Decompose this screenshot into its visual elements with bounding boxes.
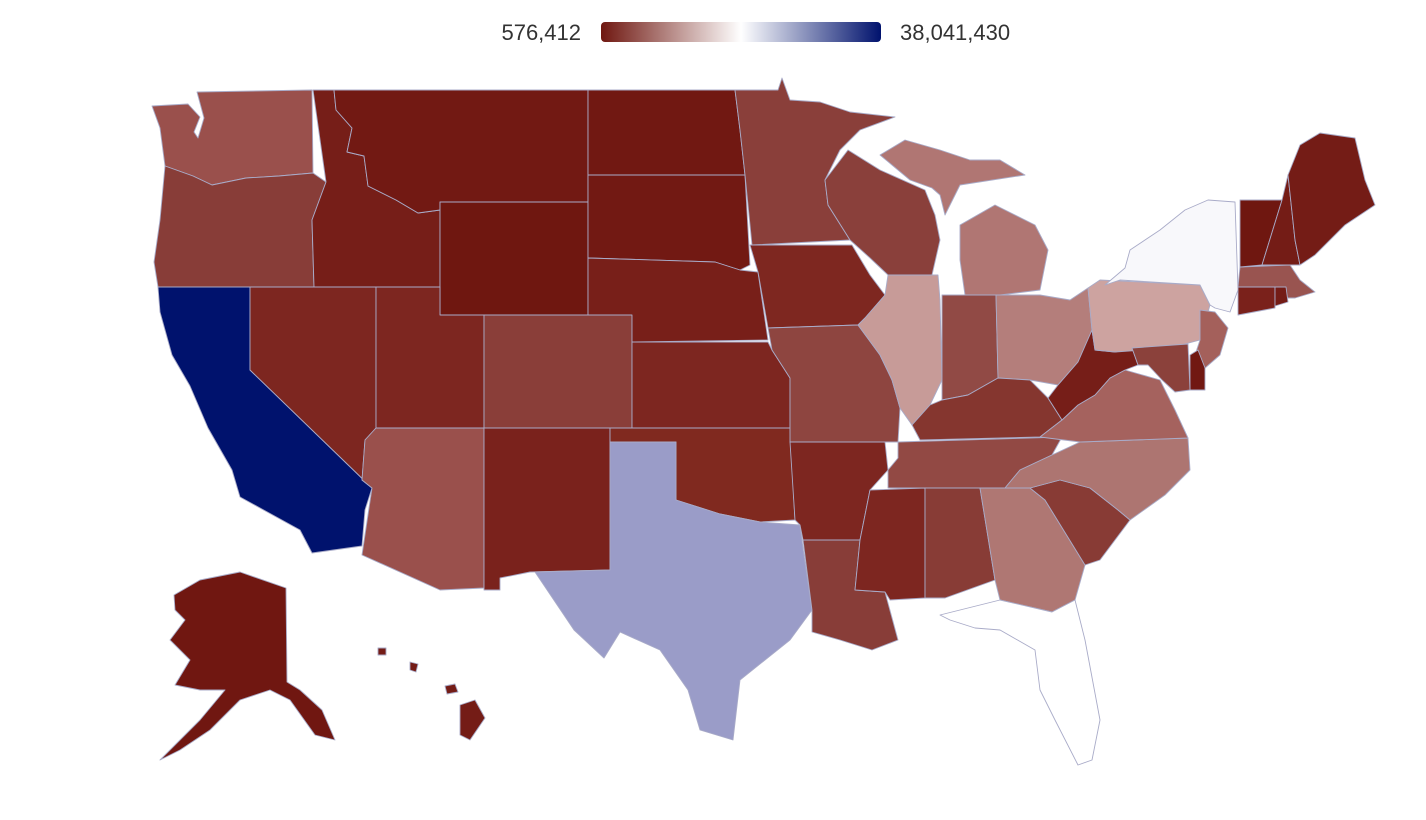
state-illinois (857, 274, 943, 426)
state-kansas (631, 341, 791, 429)
state-maryland (1131, 343, 1191, 393)
state-pennsylvania (1087, 279, 1211, 353)
state-wisconsin (824, 149, 941, 276)
state-south-dakota (587, 174, 751, 271)
color-legend: 576,412 38,041,430 (0, 18, 1426, 48)
legend-min-label: 576,412 (501, 20, 581, 45)
state-new-mexico (483, 427, 611, 591)
state-north-carolina (1004, 437, 1191, 521)
state-minnesota (734, 77, 896, 246)
state-colorado (483, 314, 633, 429)
state-alabama (924, 487, 996, 599)
state-michigan (879, 139, 1049, 296)
state-oregon (153, 165, 327, 288)
state-florida (939, 599, 1101, 766)
state-massachusetts (1237, 264, 1316, 299)
state-wyoming (439, 201, 589, 316)
state-arizona (361, 427, 485, 591)
legend-max-label: 38,041,430 (900, 20, 1011, 45)
state-new-jersey (1194, 309, 1229, 369)
state-new-york (1104, 199, 1239, 313)
state-texas (534, 441, 813, 741)
state-hawaii (377, 647, 486, 741)
state-alaska (159, 571, 336, 761)
state-iowa (749, 244, 886, 329)
state-rhode-island (1274, 286, 1289, 307)
state-north-dakota (587, 89, 746, 176)
state-kentucky (911, 377, 1063, 441)
legend-gradient-bar (601, 22, 881, 42)
state-connecticut (1237, 286, 1276, 316)
state-nebraska (587, 257, 769, 343)
state-maine (1287, 132, 1376, 266)
